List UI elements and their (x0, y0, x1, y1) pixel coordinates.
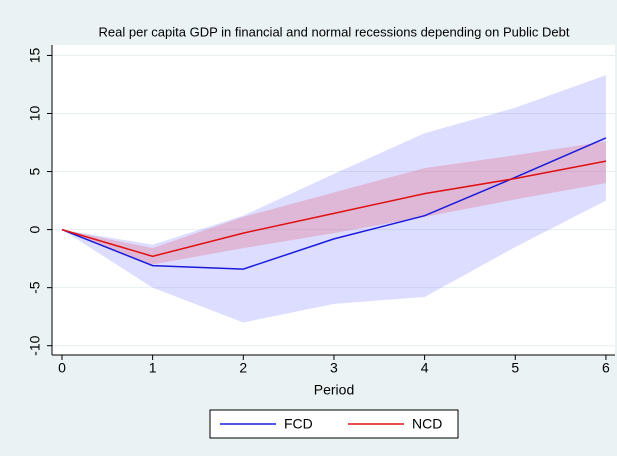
y-tick-label: 10 (27, 106, 43, 122)
chart-title: Real per capita GDP in financial and nor… (99, 24, 570, 39)
series-line (61, 137, 607, 270)
y-tick-label: -10 (27, 335, 43, 355)
y-tick-label: 0 (27, 226, 43, 234)
confidence-band (61, 141, 606, 265)
x-axis-label: Period (314, 382, 354, 398)
y-tick-label: 15 (27, 47, 43, 63)
legend-label: FCD (284, 416, 313, 432)
x-tick-label: 5 (511, 360, 519, 376)
x-tick-label: 3 (330, 360, 338, 376)
confidence-band (61, 75, 606, 323)
series-line (61, 160, 607, 258)
plot-area (52, 45, 615, 355)
legend-label: NCD (412, 416, 442, 432)
x-tick-label: 2 (239, 360, 247, 376)
x-tick-label: 0 (58, 360, 66, 376)
y-tick-label: -5 (27, 281, 43, 294)
y-tick-label: 5 (27, 167, 43, 175)
x-tick-label: 4 (421, 360, 429, 376)
x-tick-label: 1 (149, 360, 157, 376)
x-tick-label: 6 (602, 360, 610, 376)
